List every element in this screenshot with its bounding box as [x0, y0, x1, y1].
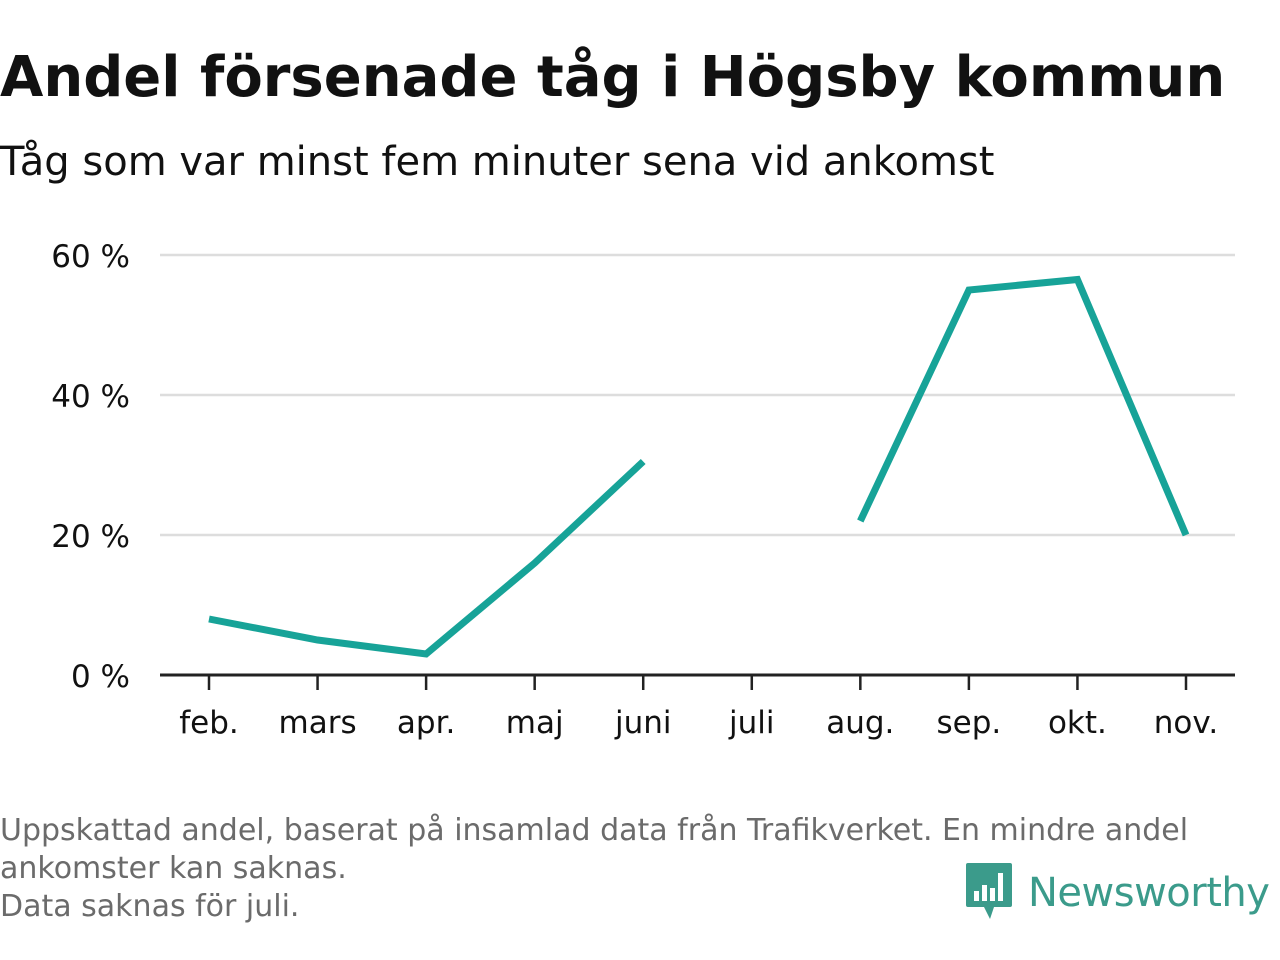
x-tick-label: aug. — [826, 705, 894, 741]
footnote: Uppskattad andel, baserat på insamlad da… — [0, 812, 1270, 926]
newsworthy-bar-chart-bubble-icon — [964, 861, 1014, 925]
y-axis-tick-labels: 0 % 20 % 40 % 60 % — [51, 239, 130, 695]
x-tick-label: nov. — [1154, 705, 1218, 741]
y-tick-label: 60 % — [51, 239, 130, 275]
x-tick-label: feb. — [179, 705, 239, 741]
x-tick-label: sep. — [937, 705, 1002, 741]
footnote-line-3: Data saknas för juli. — [0, 889, 300, 924]
newsworthy-logo[interactable]: Newsworthy — [964, 861, 1270, 925]
x-axis-tick-labels: feb. mars apr. maj juni juli aug. sep. okt. nov. — [179, 675, 1218, 741]
x-tick-label: okt. — [1048, 705, 1107, 741]
y-tick-label: 20 % — [51, 519, 130, 555]
chart-subtitle: Tåg som var minst fem minuter sena vid a… — [0, 139, 995, 185]
series-line-segment — [208, 458, 646, 658]
logo-text: Newsworthy — [1028, 870, 1270, 916]
x-tick-label: juni — [614, 705, 672, 741]
x-tick-label: maj — [506, 705, 564, 741]
x-tick-label: mars — [279, 705, 357, 741]
footnote-line-1: Uppskattad andel, baserat på insamlad da… — [0, 813, 1189, 848]
x-tick-label: apr. — [397, 705, 455, 741]
footnote-line-2: ankomster kan saknas. — [0, 851, 347, 886]
chart-title: Andel försenade tåg i Högsby kommun — [0, 45, 1226, 110]
series-line-segment — [857, 275, 1190, 537]
grid-lines — [160, 253, 1235, 537]
y-tick-label: 0 % — [71, 659, 130, 695]
data-series — [208, 275, 1190, 658]
x-tick-label: juli — [728, 705, 775, 741]
y-tick-label: 40 % — [51, 379, 130, 415]
